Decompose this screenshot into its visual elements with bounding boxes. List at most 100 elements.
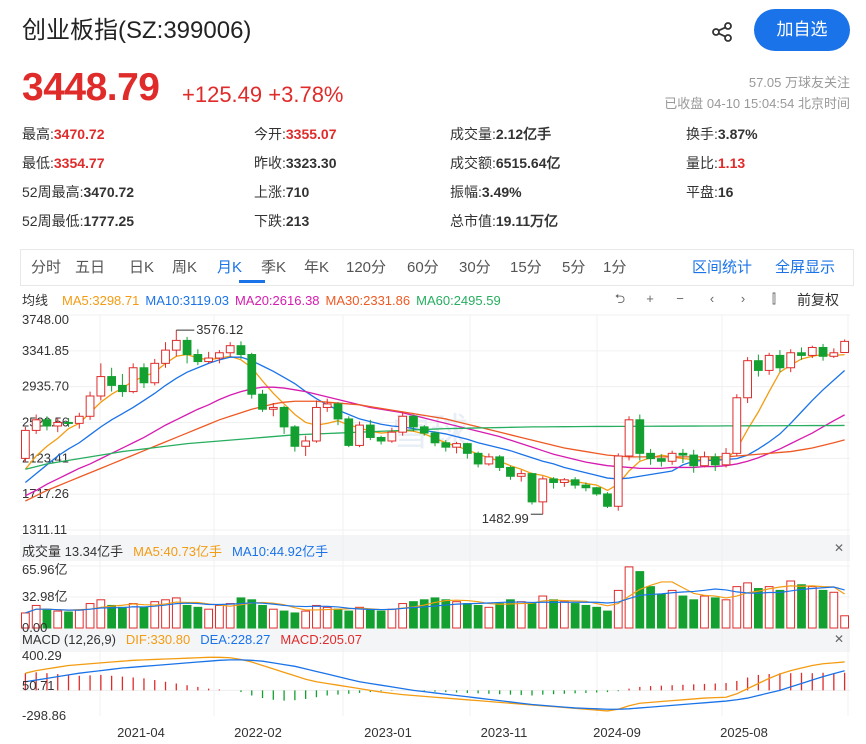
- volume-bar: [344, 610, 354, 629]
- candle-body: [225, 345, 235, 354]
- x-axis-label: 2024-09: [593, 725, 641, 740]
- followers-count: 57.05 万球友关注: [748, 75, 850, 90]
- stat-label: 昨收:: [254, 155, 286, 171]
- share-icon[interactable]: [708, 18, 736, 46]
- stat-item: 52周最低:1777.25: [22, 211, 134, 231]
- legend-item: DIF:330.80: [125, 632, 191, 647]
- ma-legend: 均线 MA5:3298.71 MA10:3119.03 MA20:2616.38 MA3…: [22, 290, 507, 309]
- volume-bar: [193, 606, 203, 629]
- candle-body: [398, 415, 408, 433]
- candle-body: [387, 431, 397, 442]
- stat-item: 量比:1.13: [686, 153, 745, 173]
- tab-3[interactable]: 周K: [172, 259, 198, 276]
- volume-bar: [409, 601, 418, 629]
- candle-body: [376, 436, 386, 442]
- candle-body: [215, 352, 224, 359]
- candle-body: [603, 493, 612, 507]
- candle-body: [247, 354, 257, 395]
- tab-2[interactable]: 日K: [129, 259, 155, 276]
- volume-bar: [527, 603, 537, 629]
- candle-body: [409, 415, 418, 428]
- scroll-left-icon[interactable]: ‹: [709, 291, 715, 306]
- tab-4[interactable]: 月K: [217, 259, 243, 276]
- candle-body: [53, 421, 63, 427]
- volume-bar: [818, 589, 828, 629]
- close-macd-icon[interactable]: ✕: [833, 632, 844, 646]
- fullscreen-link[interactable]: 全屏显示: [775, 259, 836, 276]
- x-axis-label: 2025-08: [720, 725, 768, 740]
- adjust-mode-dropdown[interactable]: 前复权: [797, 292, 839, 308]
- stat-label: 平盘:: [686, 184, 718, 200]
- change-percent: +3.78%: [268, 82, 344, 107]
- candle-body: [710, 456, 720, 466]
- stat-value: 3470.72: [53, 126, 105, 142]
- tab-5[interactable]: 季K: [261, 259, 287, 276]
- tab-1[interactable]: 五日: [75, 259, 106, 276]
- candle-body: [613, 455, 623, 507]
- volume-bar: [268, 608, 278, 629]
- price-axis-label: 1311.11: [22, 522, 67, 537]
- stat-value: 3323.30: [285, 155, 337, 171]
- tab-10[interactable]: 15分: [510, 259, 542, 276]
- candle-body: [268, 406, 278, 410]
- price-axis-label: 2935.70: [22, 379, 69, 394]
- candle-body: [171, 339, 181, 351]
- volume-bar: [333, 608, 343, 629]
- tab-0[interactable]: 分时: [31, 259, 62, 276]
- tab-7[interactable]: 120分: [346, 259, 387, 276]
- candle-body: [635, 419, 645, 454]
- candle-body: [689, 454, 699, 467]
- zoom-in-icon[interactable]: +: [646, 291, 654, 306]
- volume-ma5-line: [25, 581, 845, 614]
- candle-body: [624, 419, 634, 457]
- close-volume-icon[interactable]: ✕: [833, 541, 844, 555]
- stat-label: 总市值:: [450, 213, 496, 229]
- stat-label: 成交量:: [450, 126, 496, 142]
- candle-body: [592, 487, 602, 495]
- stat-value: 1.13: [717, 155, 746, 171]
- active-tab-indicator: [239, 280, 265, 283]
- macd-dif-line: [25, 656, 845, 712]
- undo-icon[interactable]: ⮌: [614, 291, 626, 306]
- volume-bar: [549, 599, 558, 629]
- legend-item: MA60:2495.59: [416, 293, 501, 308]
- stat-item: 最低:3354.77: [22, 153, 105, 173]
- candle-body: [775, 354, 785, 369]
- candle-body: [678, 452, 688, 456]
- candle-body: [150, 362, 160, 384]
- price-change: +125.49 +3.78%: [182, 82, 344, 108]
- stat-label: 上涨:: [254, 184, 286, 200]
- tab-12[interactable]: 1分: [603, 259, 627, 276]
- volume-bar: [247, 599, 257, 629]
- volume-bar: [710, 597, 720, 629]
- volume-bar: [775, 589, 785, 629]
- candle-body: [570, 479, 580, 486]
- macd-legend: MACD (12,26,9) DIF:330.80 DEA:228.27 MACD:2…: [22, 632, 372, 647]
- volume-bar: [797, 584, 806, 629]
- scroll-right-icon[interactable]: ›: [740, 291, 746, 306]
- legend-item: MA5:3298.71: [62, 293, 140, 308]
- stat-value: 213: [285, 213, 310, 229]
- stat-item: 昨收:3323.30: [254, 153, 337, 173]
- volume-bar: [452, 601, 461, 629]
- add-watchlist-button[interactable]: 加自选: [754, 9, 850, 51]
- tab-11[interactable]: 5分: [562, 259, 586, 276]
- zoom-out-icon[interactable]: −: [676, 291, 684, 306]
- tab-8[interactable]: 60分: [407, 259, 439, 276]
- legend-item: MA5:40.73亿手: [133, 544, 223, 559]
- candle-body: [495, 456, 505, 468]
- candle-body: [700, 456, 709, 467]
- tab-6[interactable]: 年K: [304, 259, 330, 276]
- stat-item: 振幅:3.49%: [450, 182, 522, 202]
- candle-body: [516, 473, 526, 477]
- candle-body: [365, 424, 375, 438]
- candle-body: [107, 376, 117, 386]
- change-amount: +125.49: [182, 82, 263, 107]
- tab-9[interactable]: 30分: [459, 259, 491, 276]
- range-stats-link[interactable]: 区间统计: [692, 259, 753, 276]
- candle-body: [656, 458, 666, 462]
- candle-body: [204, 357, 214, 363]
- candle-settings-icon[interactable]: ⫿: [771, 291, 777, 306]
- stat-item: 今开:3355.07: [254, 124, 337, 144]
